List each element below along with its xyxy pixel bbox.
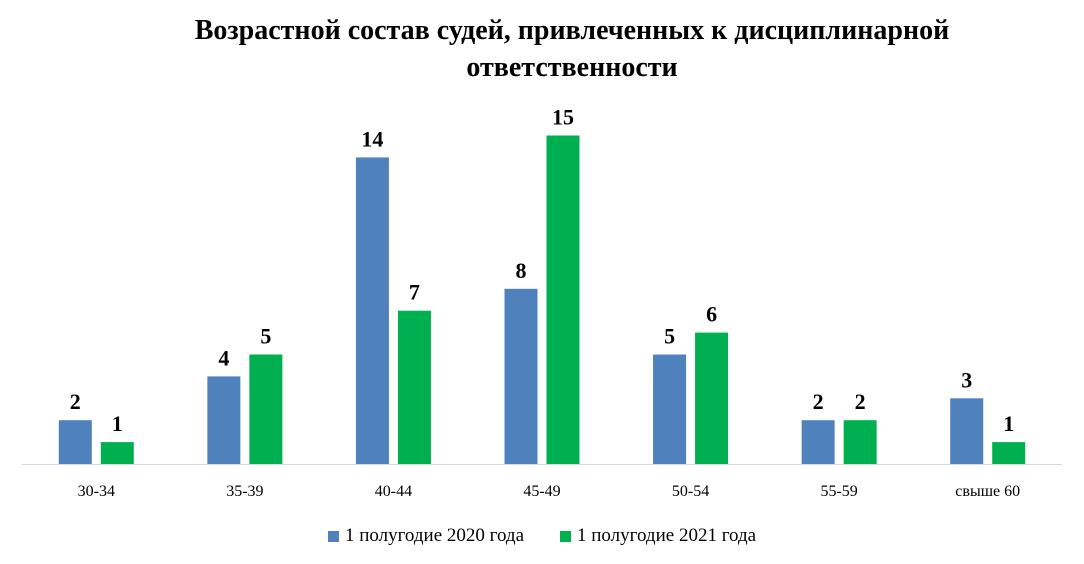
bar-series-2-40-44 [397, 310, 431, 464]
bar-series-2-свыше-60 [992, 442, 1026, 464]
bar-series-1-свыше-60 [950, 398, 984, 464]
data-label-series-1-30-34: 2 [70, 389, 81, 414]
data-label-series-2-50-54: 6 [706, 302, 717, 327]
data-label-series-1-40-44: 14 [361, 126, 383, 151]
bar-series-2-50-54 [695, 332, 729, 464]
x-tick-label-свыше-60: свыше 60 [955, 483, 1020, 500]
legend-label-series-1: 1 полугодие 2020 года [344, 525, 524, 546]
bar-series-2-45-49 [546, 135, 580, 464]
data-label-series-2-35-39: 5 [260, 324, 271, 349]
data-label-series-2-45-49: 15 [552, 105, 574, 130]
data-label-series-2-30-34: 1 [112, 411, 123, 436]
legend-swatch-series-1 [327, 530, 339, 542]
data-label-series-1-50-54: 5 [664, 324, 675, 349]
x-tick-label-35-39: 35-39 [226, 483, 263, 500]
legend-item-series-2: 1 полугодие 2021 года [560, 525, 756, 547]
x-tick-label-40-44: 40-44 [375, 483, 412, 500]
bar-series-1-40-44 [355, 157, 389, 464]
legend-item-series-1: 1 полугодие 2020 года [327, 525, 524, 547]
bar-series-2-55-59 [843, 420, 877, 464]
data-label-series-2-55-59: 2 [855, 389, 866, 414]
x-tick-label-55-59: 55-59 [820, 483, 857, 500]
bar-series-1-45-49 [504, 288, 538, 464]
bar-series-1-55-59 [801, 420, 835, 464]
x-tick-label-50-54: 50-54 [672, 483, 709, 500]
x-tick-label-30-34: 30-34 [78, 483, 115, 500]
legend-swatch-series-2 [560, 530, 571, 542]
x-tick-label-45-49: 45-49 [523, 483, 560, 500]
data-label-series-1-35-39: 4 [218, 345, 229, 370]
bar-series-1-35-39 [207, 376, 241, 464]
bar-series-2-35-39 [249, 354, 283, 464]
bar-series-1-50-54 [653, 354, 687, 464]
data-label-series-2-свыше-60: 1 [1003, 411, 1014, 436]
data-label-series-1-45-49: 8 [516, 258, 527, 283]
data-label-series-1-свыше-60: 3 [961, 367, 972, 392]
legend: 1 полугодие 2020 года 1 полугодие 2021 г… [0, 522, 1084, 550]
bar-series-1-30-34 [58, 420, 92, 464]
bar-chart: 2 1 30-34 4 5 35-39 14 7 40-44 8 15 45-49 5 6 50-54 2 2 5… [22, 105, 1062, 500]
data-label-series-2-40-44: 7 [409, 280, 420, 305]
bar-series-2-30-34 [100, 442, 134, 464]
legend-label-series-2: 1 полугодие 2021 года [577, 525, 757, 546]
chart-title: Возрастной состав судей, привлеченных к … [194, 15, 950, 83]
data-label-series-1-55-59: 2 [813, 389, 824, 414]
